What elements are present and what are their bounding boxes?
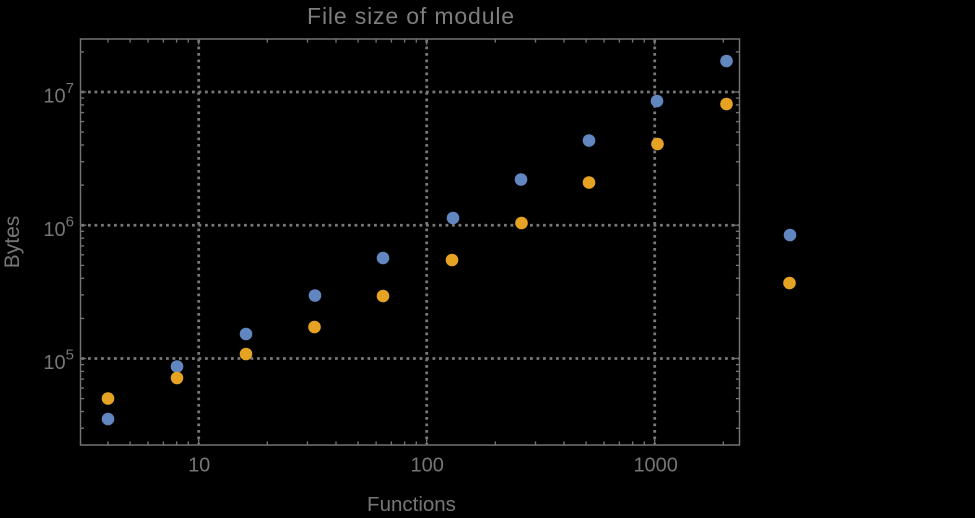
svg-text:File size of module: File size of module	[307, 3, 515, 29]
svg-text:Functions: Functions	[367, 493, 456, 513]
svg-text:Bytes: Bytes	[1, 216, 24, 269]
svg-text:105: 105	[43, 347, 74, 375]
svg-text:10: 10	[188, 455, 210, 477]
svg-text:107: 107	[43, 80, 74, 108]
svg-text:106: 106	[43, 213, 74, 241]
svg-text:100: 100	[411, 455, 444, 477]
svg-text:1000: 1000	[633, 455, 678, 477]
